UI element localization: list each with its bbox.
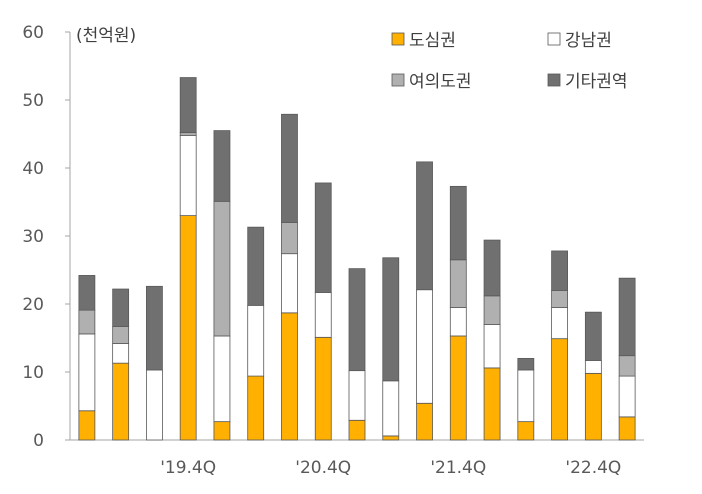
y-tick-label: 50 bbox=[22, 91, 44, 111]
x-tick-label: '23.4Q bbox=[700, 458, 702, 478]
bar-segment bbox=[416, 161, 433, 291]
bar-segment bbox=[584, 311, 602, 361]
bar-segment bbox=[281, 312, 298, 441]
y-tick-label: 20 bbox=[22, 295, 44, 315]
bar-segment bbox=[483, 367, 501, 441]
bar-segment bbox=[551, 289, 568, 308]
legend-label: 도심권 bbox=[409, 31, 456, 51]
bar-segment bbox=[449, 259, 467, 308]
bar-segment bbox=[314, 292, 332, 338]
bar-segment bbox=[78, 275, 96, 311]
bar-segment bbox=[314, 182, 332, 293]
bar-segment bbox=[449, 185, 467, 261]
bar-segment bbox=[551, 250, 568, 291]
bar-segment bbox=[281, 113, 298, 223]
bar-segment bbox=[618, 277, 636, 357]
bar-segment bbox=[483, 239, 501, 297]
x-tick-label: '22.4Q bbox=[565, 458, 621, 478]
bar-segment bbox=[416, 289, 433, 404]
bar-segment bbox=[382, 257, 400, 382]
bar-segment bbox=[483, 323, 501, 369]
legend-label: 기타권역 bbox=[565, 72, 628, 92]
bar-segment bbox=[146, 285, 163, 371]
y-tick-label: 10 bbox=[22, 363, 44, 383]
bar-segment bbox=[483, 295, 501, 325]
y-tick-label: 40 bbox=[22, 159, 44, 179]
bar-segment bbox=[618, 375, 636, 418]
bar-segment bbox=[551, 306, 568, 340]
bar-segment bbox=[146, 369, 163, 441]
x-tick-label: '21.4Q bbox=[430, 458, 486, 478]
bar-segment bbox=[112, 326, 130, 344]
bar-segment bbox=[247, 226, 265, 306]
bar-segment bbox=[348, 419, 366, 441]
bars bbox=[78, 77, 636, 441]
legend-swatch bbox=[547, 32, 561, 46]
unit-label: (천억원) bbox=[76, 26, 136, 46]
y-tick-label: 0 bbox=[33, 431, 44, 451]
x-tick-label: '20.4Q bbox=[295, 458, 351, 478]
bar-segment bbox=[112, 343, 130, 364]
axes: 0 10 20 30 40 50 60 '19.4Q '20.4Q '21.4Q '22.4Q '23… bbox=[22, 23, 702, 478]
bar-segment bbox=[551, 338, 568, 441]
bar-segment bbox=[314, 336, 332, 441]
bar-segment bbox=[584, 372, 602, 441]
legend-swatch bbox=[547, 73, 561, 87]
bar-segment bbox=[382, 435, 400, 441]
bar-segment bbox=[78, 309, 96, 335]
x-tick-label: '19.4Q bbox=[160, 458, 216, 478]
legend-swatch bbox=[391, 32, 405, 46]
bar-segment bbox=[78, 333, 96, 412]
bar-segment bbox=[179, 77, 197, 134]
bar-segment bbox=[618, 355, 636, 377]
bar-segment bbox=[517, 369, 535, 423]
bar-segment bbox=[179, 134, 197, 216]
bar-segment bbox=[449, 306, 467, 337]
bar-segment bbox=[449, 335, 467, 441]
bar-segment bbox=[247, 304, 265, 377]
bar-segment bbox=[416, 402, 433, 441]
bar-segment bbox=[618, 416, 636, 441]
y-tick-label: 60 bbox=[22, 23, 44, 43]
bar-segment bbox=[179, 215, 197, 441]
bar-segment bbox=[517, 421, 535, 441]
bar-segment bbox=[281, 221, 298, 255]
bar-segment bbox=[348, 268, 366, 372]
bar-segment bbox=[382, 380, 400, 437]
bar-segment bbox=[281, 253, 298, 314]
bar-segment bbox=[213, 421, 231, 441]
bar-segment bbox=[78, 410, 96, 441]
legend-swatch bbox=[391, 73, 405, 87]
bar-segment bbox=[247, 375, 265, 441]
bar-segment bbox=[112, 288, 130, 327]
bar-segment bbox=[584, 360, 602, 374]
bar-segment bbox=[179, 132, 197, 136]
legend-label: 강남권 bbox=[565, 31, 612, 51]
y-tick-label: 30 bbox=[22, 227, 44, 247]
bar-segment bbox=[213, 130, 231, 202]
bar-segment bbox=[517, 357, 535, 371]
bar-segment bbox=[213, 335, 231, 423]
bar-segment bbox=[348, 370, 366, 421]
legend-label: 여의도권 bbox=[409, 72, 472, 92]
bar-segment bbox=[112, 362, 130, 441]
bar-segment bbox=[213, 200, 231, 337]
